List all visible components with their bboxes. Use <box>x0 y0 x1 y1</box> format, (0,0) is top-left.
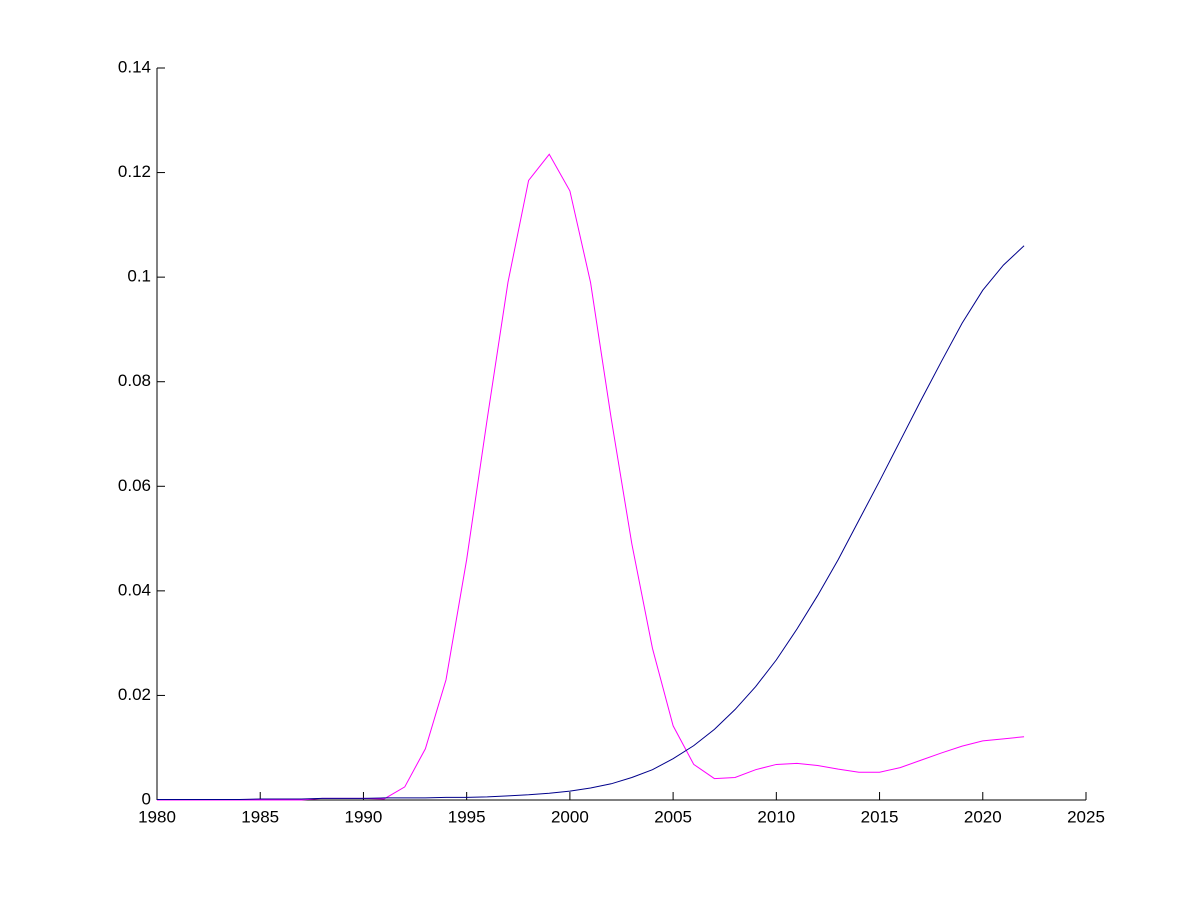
y-tick-label: 0.02 <box>118 685 151 704</box>
y-tick-label: 0.08 <box>118 371 151 390</box>
y-tick-label: 0.1 <box>127 267 151 286</box>
x-tick-label: 2000 <box>551 807 589 826</box>
line-series <box>157 153 1025 801</box>
y-tick-label: 0.06 <box>118 476 151 495</box>
x-tick-label: 1995 <box>448 807 486 826</box>
y-tick-label: 0 <box>142 789 151 808</box>
x-tick-label: 2025 <box>1067 807 1105 826</box>
line-series <box>157 245 1025 800</box>
x-tick-label: 1985 <box>241 807 279 826</box>
x-tick-label: 2005 <box>654 807 692 826</box>
x-tick-label: 2010 <box>757 807 795 826</box>
y-tick-label: 0.04 <box>118 580 151 599</box>
x-tick-label: 1980 <box>138 807 176 826</box>
y-tick-label: 0.14 <box>118 57 151 76</box>
x-tick-label: 1990 <box>345 807 383 826</box>
x-tick-label: 2020 <box>964 807 1002 826</box>
x-tick-label: 2015 <box>861 807 899 826</box>
y-tick-label: 0.12 <box>118 162 151 181</box>
